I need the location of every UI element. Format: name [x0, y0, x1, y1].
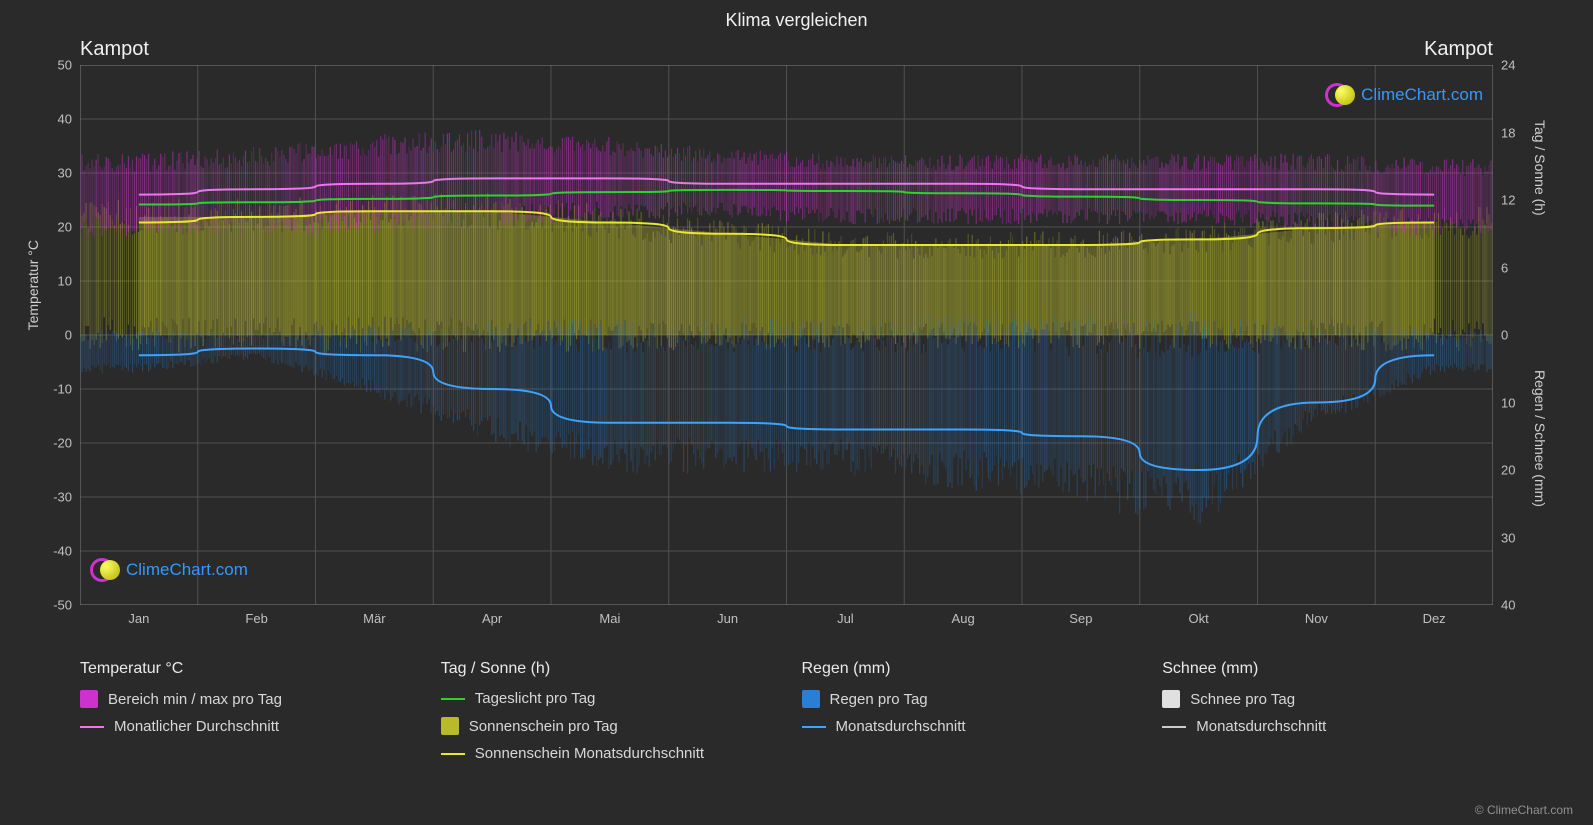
xtick-month: Mär	[363, 605, 385, 626]
legend-label: Tageslicht pro Tag	[475, 690, 596, 707]
legend-item: Bereich min / max pro Tag	[80, 690, 411, 708]
legend-swatch-line	[1162, 726, 1186, 728]
ytick-right: 6	[1493, 260, 1508, 275]
legend-swatch-block	[441, 717, 459, 735]
ytick-left: 10	[40, 274, 80, 289]
ytick-right: 0	[1493, 328, 1508, 343]
xtick-month: Feb	[245, 605, 267, 626]
legend-label: Monatsdurchschnitt	[836, 718, 966, 735]
ytick-left: -40	[40, 544, 80, 559]
y-axis-label-left: Temperatur °C	[25, 240, 41, 330]
legend-label: Sonnenschein Monatsdurchschnitt	[475, 745, 704, 762]
legend-column: Tag / Sonne (h) Tageslicht pro Tag Sonnens…	[441, 660, 772, 772]
climechart-icon	[1325, 80, 1355, 110]
y-axis-label-right-bottom: Regen / Schnee (mm)	[1532, 370, 1548, 507]
legend-label: Regen pro Tag	[830, 691, 928, 708]
ytick-right: 20	[1493, 463, 1515, 478]
legend-label: Bereich min / max pro Tag	[108, 691, 282, 708]
legend-item: Sonnenschein pro Tag	[441, 717, 772, 735]
location-label-left: Kampot	[80, 38, 149, 61]
chart-area: Kampot Kampot ClimeChart.com ClimeChart.…	[80, 40, 1493, 640]
footer-copyright: © ClimeChart.com	[1475, 803, 1573, 817]
xtick-month: Sep	[1069, 605, 1092, 626]
legend-header: Temperatur °C	[80, 660, 411, 678]
ytick-left: 40	[40, 112, 80, 127]
legend-item: Regen pro Tag	[802, 690, 1133, 708]
chart-title: Klima vergleichen	[0, 0, 1593, 31]
xtick-month: Jan	[128, 605, 149, 626]
legend-item: Tageslicht pro Tag	[441, 690, 772, 707]
brand-logo-bottom: ClimeChart.com	[90, 555, 248, 585]
ytick-right: 10	[1493, 395, 1515, 410]
legend-swatch-line	[802, 726, 826, 728]
ytick-right: 12	[1493, 193, 1515, 208]
legend-swatch-line	[80, 726, 104, 728]
xtick-month: Apr	[482, 605, 502, 626]
ytick-left: -20	[40, 436, 80, 451]
ytick-left: -10	[40, 382, 80, 397]
legend-column: Schnee (mm) Schnee pro Tag Monatsdurchschn…	[1162, 660, 1493, 772]
ytick-right: 24	[1493, 58, 1515, 73]
plot-svg	[80, 65, 1493, 605]
legend-swatch-block	[80, 690, 98, 708]
legend-item: Monatsdurchschnitt	[802, 718, 1133, 735]
legend-swatch-block	[802, 690, 820, 708]
ytick-right: 30	[1493, 530, 1515, 545]
legend-item: Monatsdurchschnitt	[1162, 718, 1493, 735]
xtick-month: Okt	[1189, 605, 1209, 626]
brand-text: ClimeChart.com	[1361, 85, 1483, 105]
plot-canvas: ClimeChart.com ClimeChart.com 5040302010…	[80, 65, 1493, 605]
legend-item: Sonnenschein Monatsdurchschnitt	[441, 745, 772, 762]
xtick-month: Dez	[1423, 605, 1446, 626]
ytick-right: 40	[1493, 598, 1515, 613]
legend-label: Monatlicher Durchschnitt	[114, 718, 279, 735]
brand-text: ClimeChart.com	[126, 560, 248, 580]
legend-label: Schnee pro Tag	[1190, 691, 1295, 708]
legend-item: Schnee pro Tag	[1162, 690, 1493, 708]
ytick-right: 18	[1493, 125, 1515, 140]
ytick-left: 50	[40, 58, 80, 73]
xtick-month: Mai	[599, 605, 620, 626]
ytick-left: 0	[40, 328, 80, 343]
legend-column: Regen (mm) Regen pro Tag Monatsdurchschnit…	[802, 660, 1133, 772]
location-label-right: Kampot	[1424, 38, 1493, 61]
ytick-left: 30	[40, 166, 80, 181]
ytick-left: 20	[40, 220, 80, 235]
xtick-month: Aug	[952, 605, 975, 626]
legend-label: Sonnenschein pro Tag	[469, 718, 618, 735]
brand-logo-top: ClimeChart.com	[1325, 80, 1483, 110]
xtick-month: Jul	[837, 605, 854, 626]
xtick-month: Jun	[717, 605, 738, 626]
climechart-icon	[90, 555, 120, 585]
legend-column: Temperatur °C Bereich min / max pro Tag Mo…	[80, 660, 411, 772]
legend: Temperatur °C Bereich min / max pro Tag Mo…	[80, 660, 1493, 772]
xtick-month: Nov	[1305, 605, 1328, 626]
ytick-left: -30	[40, 490, 80, 505]
legend-item: Monatlicher Durchschnitt	[80, 718, 411, 735]
legend-header: Tag / Sonne (h)	[441, 660, 772, 678]
y-axis-label-right-top: Tag / Sonne (h)	[1532, 120, 1548, 216]
ytick-left: -50	[40, 598, 80, 613]
legend-swatch-block	[1162, 690, 1180, 708]
legend-header: Regen (mm)	[802, 660, 1133, 678]
legend-swatch-line	[441, 753, 465, 755]
legend-header: Schnee (mm)	[1162, 660, 1493, 678]
legend-label: Monatsdurchschnitt	[1196, 718, 1326, 735]
legend-swatch-line	[441, 698, 465, 700]
